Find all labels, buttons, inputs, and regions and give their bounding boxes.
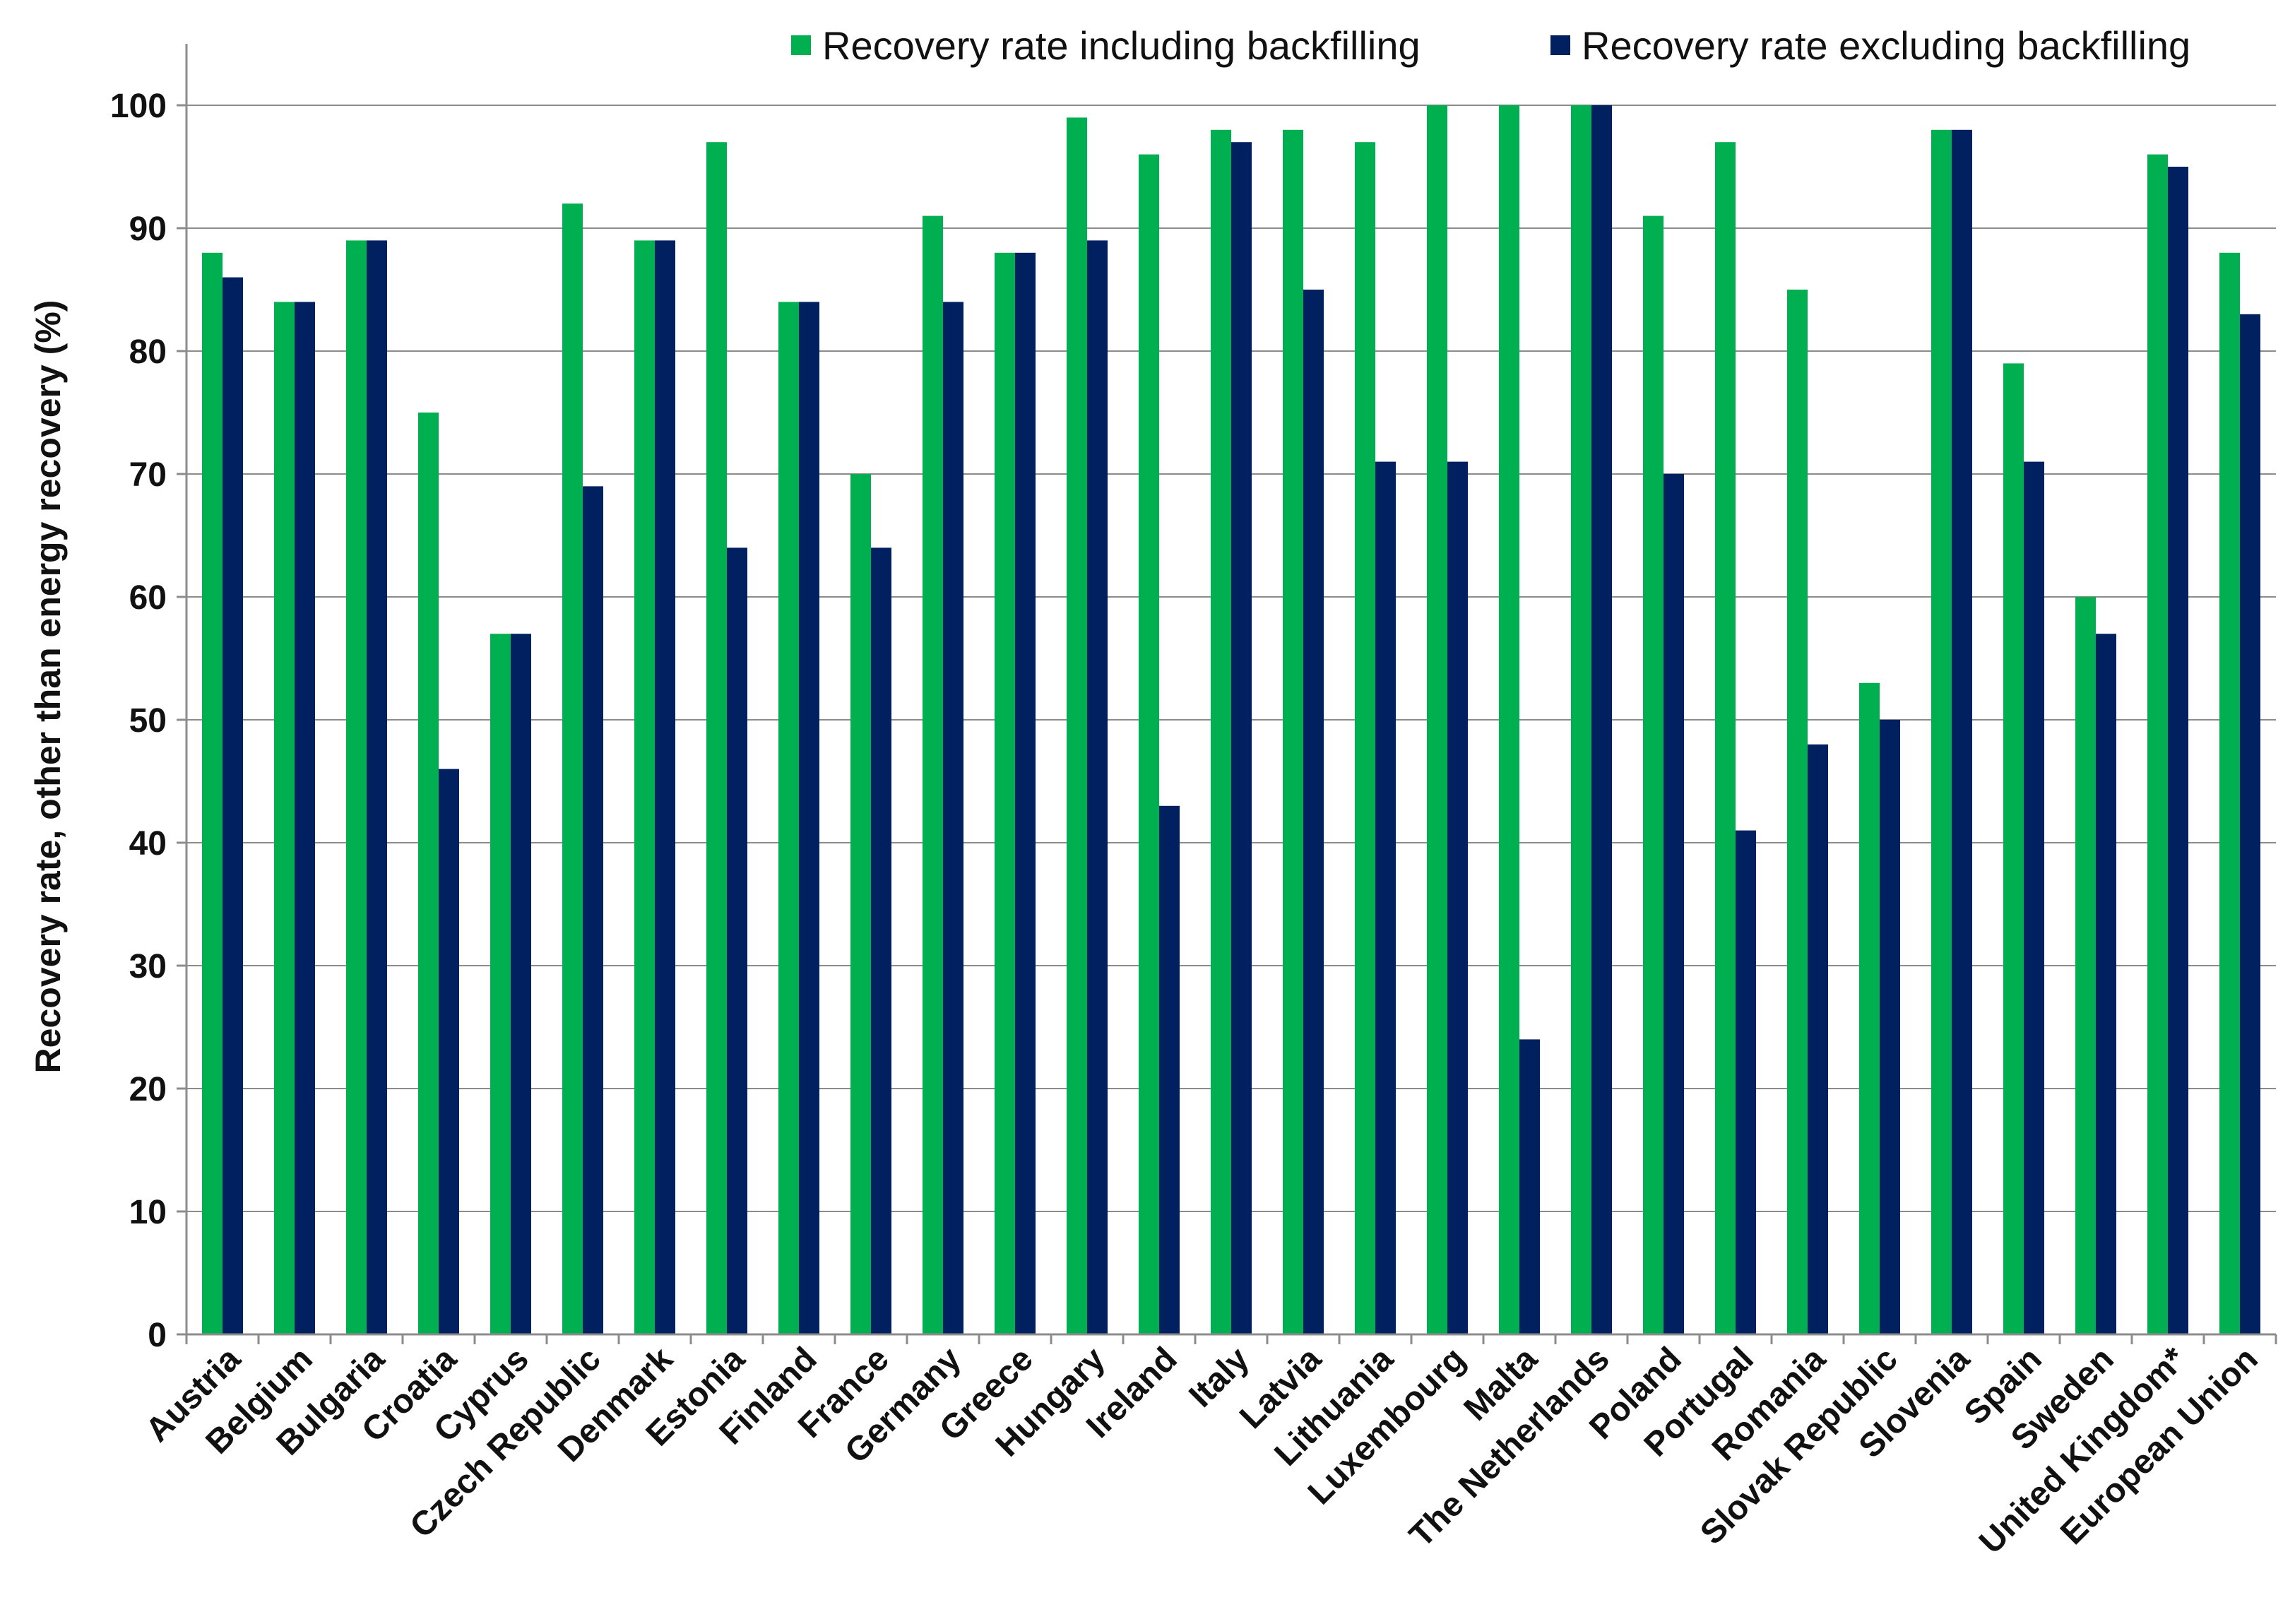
- bar-including-estonia: [706, 142, 727, 1335]
- bar-excluding-france: [871, 547, 891, 1334]
- bar-including-the-netherlands: [1571, 105, 1591, 1334]
- bar-including-finland: [778, 302, 799, 1334]
- bar-including-sweden: [2075, 597, 2096, 1334]
- legend-swatch: [1550, 35, 1570, 55]
- bar-excluding-spain: [2024, 461, 2044, 1334]
- y-tick-label: 80: [129, 333, 167, 371]
- bar-excluding-malta: [1519, 1039, 1540, 1334]
- bar-including-belgium: [274, 302, 295, 1334]
- bar-excluding-czech-republic: [583, 486, 603, 1334]
- bar-including-slovak-republic: [1859, 682, 1880, 1334]
- bar-including-bulgaria: [346, 240, 367, 1334]
- bar-excluding-greece: [1015, 252, 1036, 1334]
- bar-excluding-sweden: [2096, 634, 2116, 1334]
- bar-excluding-slovenia: [1952, 129, 1972, 1334]
- bar-excluding-portugal: [1736, 830, 1756, 1334]
- bar-excluding-italy: [1231, 142, 1252, 1335]
- bar-including-poland: [1643, 215, 1664, 1335]
- y-tick-label: 90: [129, 211, 167, 248]
- bar-including-portugal: [1715, 142, 1736, 1335]
- bar-excluding-ireland: [1159, 805, 1180, 1334]
- y-tick-labels: 0 10 20 30 40 50 60 70 80 90 100: [110, 88, 167, 1354]
- y-tick-label: 30: [129, 948, 167, 985]
- bar-excluding-estonia: [727, 547, 747, 1334]
- bar-including-croatia: [418, 413, 439, 1334]
- y-axis-title: Recovery rate, other than energy recover…: [28, 300, 68, 1074]
- bar-excluding-denmark: [655, 240, 675, 1334]
- bars: [202, 105, 2260, 1335]
- bar-including-ireland: [1139, 154, 1159, 1335]
- bar-excluding-united-kingdom-: [2168, 167, 2188, 1334]
- bar-including-denmark: [634, 240, 655, 1334]
- y-tick-label: 60: [129, 579, 167, 617]
- y-tick-label: 100: [110, 88, 167, 125]
- bar-including-slovenia: [1931, 129, 1952, 1334]
- bar-excluding-bulgaria: [367, 240, 387, 1334]
- bar-excluding-slovak-republic: [1880, 720, 1900, 1334]
- legend: Recovery rate including backfilling Recov…: [791, 23, 2190, 68]
- bar-including-malta: [1499, 105, 1519, 1334]
- bar-excluding-latvia: [1303, 290, 1324, 1334]
- y-tick-label: 50: [129, 702, 167, 740]
- bar-including-italy: [1211, 129, 1231, 1334]
- legend-swatch: [791, 35, 811, 55]
- legend-label: Recovery rate excluding backfilling: [1582, 23, 2190, 68]
- bar-including-luxembourg: [1427, 105, 1447, 1334]
- bar-including-united-kingdom-: [2147, 154, 2168, 1335]
- legend-label: Recovery rate including backfilling: [822, 23, 1421, 68]
- bar-excluding-finland: [799, 302, 819, 1334]
- y-tick-label: 0: [148, 1317, 167, 1354]
- bar-including-european-union: [2219, 252, 2240, 1334]
- bar-excluding-luxembourg: [1447, 461, 1468, 1334]
- bar-excluding-belgium: [295, 302, 315, 1334]
- bar-including-czech-republic: [562, 203, 583, 1335]
- axes: [177, 44, 2277, 1344]
- bar-including-spain: [2003, 363, 2024, 1334]
- bar-excluding-european-union: [2240, 314, 2260, 1334]
- bar-including-latvia: [1283, 129, 1303, 1334]
- bar-excluding-cyprus: [511, 634, 531, 1334]
- bar-excluding-austria: [223, 277, 243, 1335]
- bar-including-germany: [923, 215, 943, 1335]
- bar-excluding-germany: [943, 302, 963, 1334]
- x-tick-labels: AustriaBelgiumBulgariaCroatiaCyprusCzech…: [138, 1340, 2265, 1561]
- bar-excluding-romania: [1808, 744, 1828, 1334]
- bar-including-lithuania: [1355, 142, 1375, 1335]
- y-tick-label: 10: [129, 1194, 167, 1231]
- bar-including-france: [850, 474, 871, 1334]
- bar-including-greece: [995, 252, 1015, 1334]
- y-tick-label: 20: [129, 1071, 167, 1108]
- bar-excluding-poland: [1664, 474, 1684, 1334]
- y-tick-label: 40: [129, 825, 167, 863]
- bar-excluding-hungary: [1087, 240, 1108, 1334]
- y-tick-label: 70: [129, 456, 167, 494]
- bar-excluding-croatia: [439, 769, 459, 1334]
- bar-including-cyprus: [490, 634, 511, 1334]
- bar-excluding-the-netherlands: [1591, 105, 1612, 1334]
- bar-including-austria: [202, 252, 223, 1334]
- bar-including-hungary: [1067, 117, 1087, 1334]
- bar-including-romania: [1787, 290, 1808, 1334]
- bar-excluding-lithuania: [1375, 461, 1396, 1334]
